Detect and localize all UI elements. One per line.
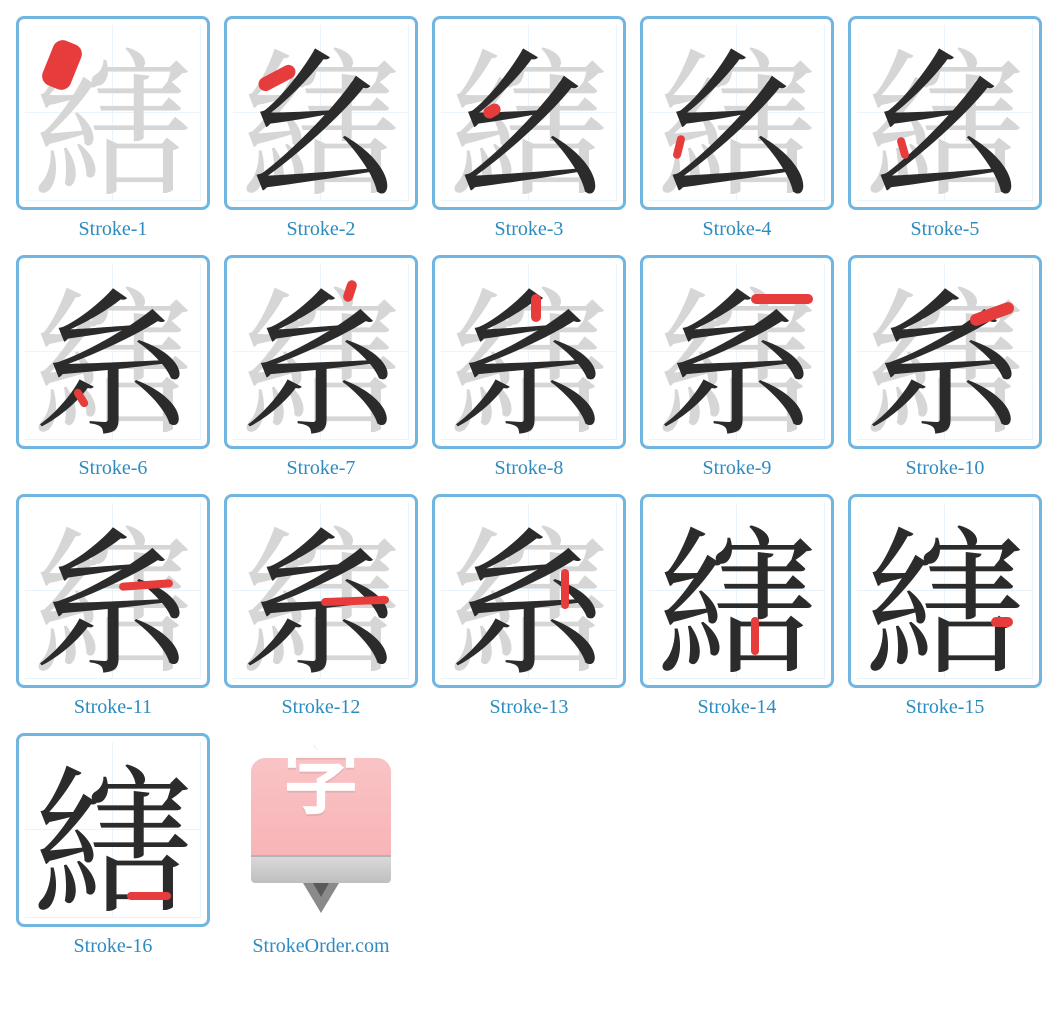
- site-logo: 字: [224, 733, 418, 927]
- stroke-cell: 縖 Stroke-1: [16, 16, 210, 241]
- stroke-tile: 縖糸: [848, 255, 1042, 449]
- stroke-caption: Stroke-10: [906, 457, 985, 480]
- stroke-tile: 縖縖: [640, 494, 834, 688]
- logo-glyph: 字: [283, 719, 359, 829]
- stroke-tile: 縖縖: [848, 494, 1042, 688]
- stroke-grid: 縖Stroke-1縖幺Stroke-2縖幺Stroke-3縖幺Stroke-4縖…: [16, 16, 1034, 958]
- current-stroke-highlight: [561, 569, 569, 609]
- stroke-tile: 縖糸: [432, 494, 626, 688]
- stroke-caption: Stroke-12: [282, 696, 361, 719]
- revealed-strokes: 幺: [851, 19, 1039, 207]
- stroke-cell: 縖糸 Stroke-6: [16, 255, 210, 480]
- revealed-strokes: 縖: [643, 497, 831, 685]
- stroke-cell: 縖縖 Stroke-14: [640, 494, 834, 719]
- revealed-strokes: 糸: [643, 258, 831, 446]
- revealed-strokes: 縖: [851, 497, 1039, 685]
- stroke-cell: 縖糸 Stroke-12: [224, 494, 418, 719]
- site-logo-cell: 字 StrokeOrder.com: [224, 733, 418, 958]
- pencil-body-icon: [251, 855, 391, 883]
- stroke-cell: 縖幺 Stroke-5: [848, 16, 1042, 241]
- stroke-cell: 縖幺 Stroke-3: [432, 16, 626, 241]
- stroke-caption: Stroke-11: [74, 696, 152, 719]
- stroke-tile: 縖幺: [224, 16, 418, 210]
- stroke-caption: Stroke-4: [703, 218, 772, 241]
- stroke-caption: Stroke-16: [74, 935, 153, 958]
- stroke-caption: Stroke-14: [698, 696, 777, 719]
- stroke-caption: Stroke-15: [906, 696, 985, 719]
- stroke-cell: 縖幺 Stroke-4: [640, 16, 834, 241]
- stroke-cell: 縖糸 Stroke-13: [432, 494, 626, 719]
- stroke-cell: 縖縖 Stroke-15: [848, 494, 1042, 719]
- stroke-tile: 縖糸: [16, 494, 210, 688]
- stroke-cell: 縖幺 Stroke-2: [224, 16, 418, 241]
- stroke-caption: Stroke-8: [495, 457, 564, 480]
- stroke-cell: 縖糸 Stroke-9: [640, 255, 834, 480]
- stroke-tile: 縖糸: [640, 255, 834, 449]
- stroke-caption: Stroke-2: [287, 218, 356, 241]
- revealed-strokes: 幺: [227, 19, 415, 207]
- revealed-strokes: 糸: [19, 497, 207, 685]
- revealed-strokes: 糸: [435, 497, 623, 685]
- current-stroke-highlight: [991, 617, 1013, 627]
- stroke-cell: 縖縖 Stroke-16: [16, 733, 210, 958]
- stroke-cell: 縖糸 Stroke-10: [848, 255, 1042, 480]
- revealed-strokes: 縖: [19, 736, 207, 924]
- stroke-caption: Stroke-13: [490, 696, 569, 719]
- stroke-tile: 縖幺: [848, 16, 1042, 210]
- stroke-caption: Stroke-3: [495, 218, 564, 241]
- stroke-tile: 縖糸: [432, 255, 626, 449]
- stroke-tile: 縖: [16, 16, 210, 210]
- revealed-strokes: [19, 19, 207, 207]
- stroke-tile: 縖縖: [16, 733, 210, 927]
- revealed-strokes: 糸: [435, 258, 623, 446]
- stroke-caption: Stroke-7: [287, 457, 356, 480]
- current-stroke-highlight: [127, 892, 171, 900]
- revealed-strokes: 糸: [19, 258, 207, 446]
- stroke-tile: 縖糸: [224, 494, 418, 688]
- current-stroke-highlight: [751, 294, 813, 304]
- revealed-strokes: 糸: [227, 497, 415, 685]
- stroke-tile: 縖糸: [224, 255, 418, 449]
- stroke-cell: 縖糸 Stroke-11: [16, 494, 210, 719]
- current-stroke-highlight: [531, 294, 541, 322]
- revealed-strokes: 幺: [435, 19, 623, 207]
- stroke-caption: Stroke-6: [79, 457, 148, 480]
- stroke-caption: Stroke-1: [79, 218, 148, 241]
- current-stroke-highlight: [751, 617, 759, 655]
- stroke-caption: Stroke-9: [703, 457, 772, 480]
- pencil-tip-icon: [303, 883, 339, 913]
- stroke-cell: 縖糸 Stroke-8: [432, 255, 626, 480]
- revealed-strokes: 幺: [643, 19, 831, 207]
- revealed-strokes: 糸: [227, 258, 415, 446]
- revealed-strokes: 糸: [851, 258, 1039, 446]
- stroke-cell: 縖糸 Stroke-7: [224, 255, 418, 480]
- site-name: StrokeOrder.com: [252, 935, 389, 958]
- stroke-tile: 縖幺: [640, 16, 834, 210]
- stroke-tile: 縖糸: [16, 255, 210, 449]
- stroke-caption: Stroke-5: [911, 218, 980, 241]
- stroke-tile: 縖幺: [432, 16, 626, 210]
